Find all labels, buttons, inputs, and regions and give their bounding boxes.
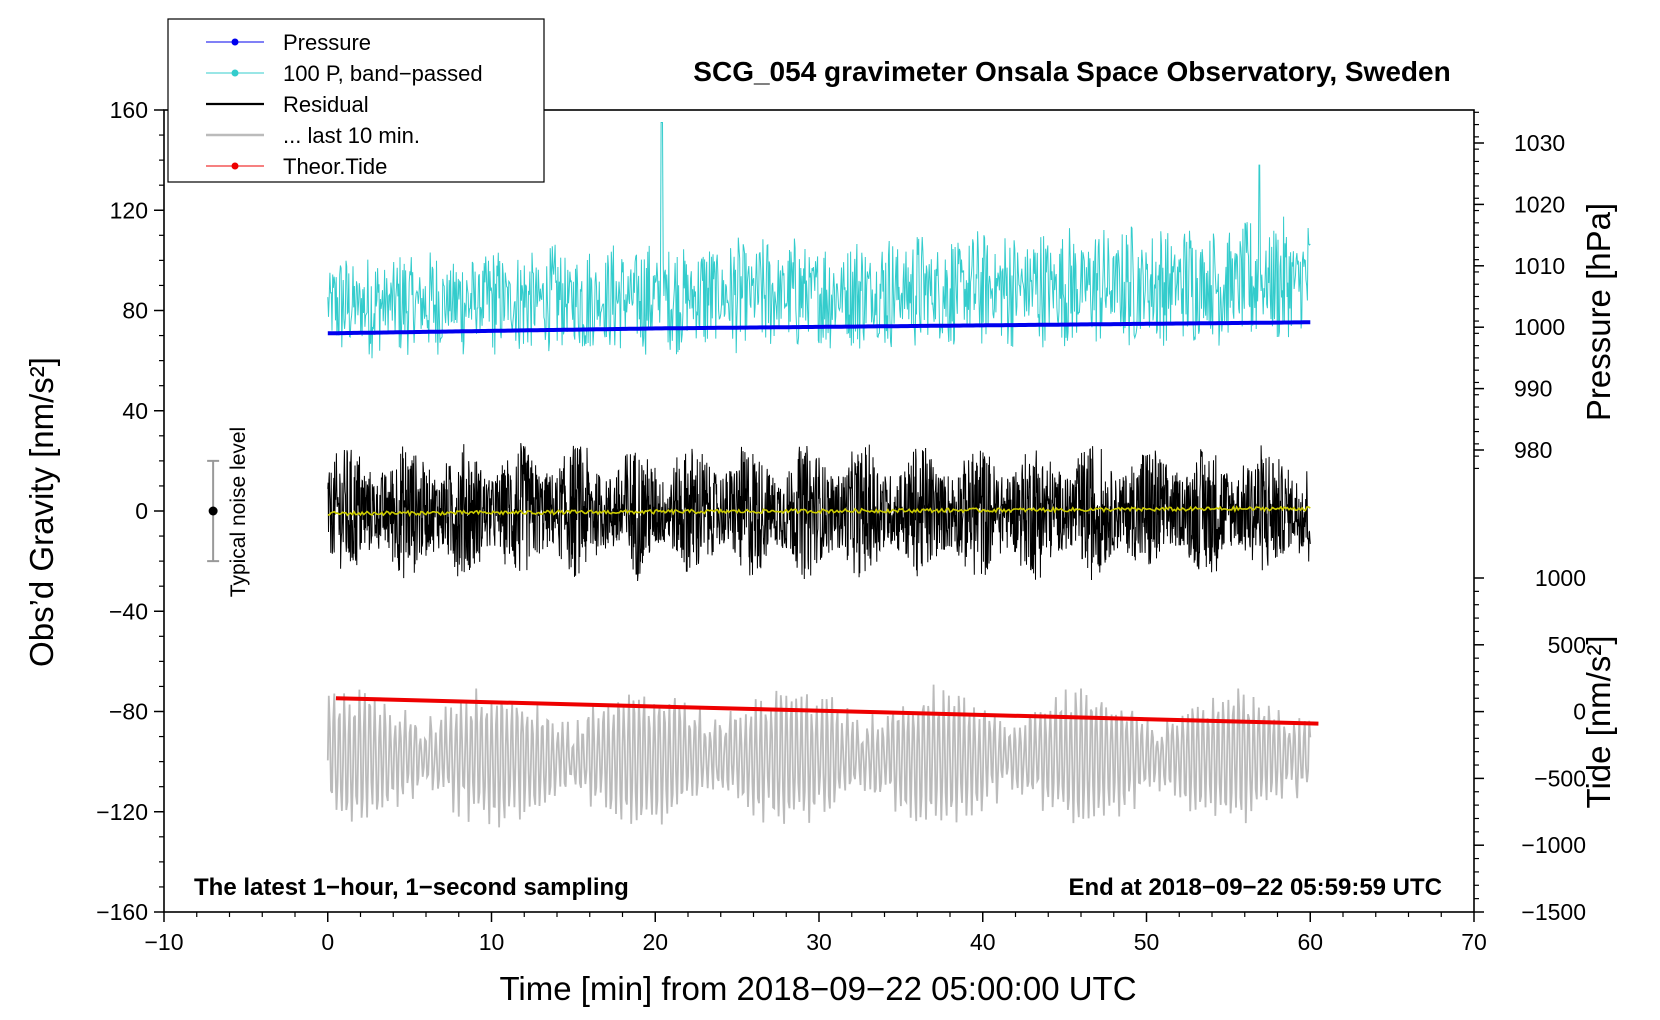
- pressure-axis-ticks: 1030 1020 1010 1000 990 980: [1474, 111, 1565, 470]
- y-tick-label: −80: [109, 699, 148, 725]
- last-10-min-series: [326, 684, 1312, 828]
- y-tick-label: 120: [110, 197, 148, 223]
- x-tick-label: 60: [1297, 929, 1323, 955]
- annotation-bottom-right: End at 2018−09−22 05:59:59 UTC: [1068, 874, 1442, 901]
- x-tick-label: 50: [1134, 929, 1160, 955]
- residual-line: [327, 443, 1311, 582]
- legend-marker: [231, 162, 239, 170]
- theor-tide-line: [335, 696, 1319, 726]
- legend-label: 100 P, band−passed: [283, 61, 483, 86]
- pressure-tick-label: 990: [1514, 376, 1552, 402]
- x-tick-label: 20: [642, 929, 668, 955]
- y-tick-label: −120: [96, 799, 148, 825]
- x-tick-label: 10: [479, 929, 505, 955]
- tide-tick-label: 0: [1573, 699, 1586, 725]
- pressure-tick-label: 1010: [1514, 253, 1565, 279]
- pressure-tick-label: 1000: [1514, 314, 1565, 340]
- legend-marker: [231, 69, 239, 77]
- x-tick-label: 30: [806, 929, 832, 955]
- tide-axis-ticks: 1000 500 0 −500 −1000 −1500: [1474, 565, 1586, 925]
- last-10-min-line: [326, 684, 1312, 828]
- pressure-tick-label: 980: [1514, 437, 1552, 463]
- x-axis-ticks: −10 0 10 20 30 40 50 60 70: [144, 912, 1487, 955]
- pressure-axis-label: Pressure [hPa]: [1580, 203, 1617, 421]
- legend-label: Pressure: [283, 30, 371, 55]
- bandpassed-pressure-line: [327, 122, 1311, 359]
- y-tick-label: −40: [109, 598, 148, 624]
- y-tick-label: 160: [110, 97, 148, 123]
- residual-series: [327, 443, 1311, 582]
- bandpassed-pressure-series: [327, 122, 1311, 359]
- x-axis-label: Time [min] from 2018−09−22 05:00:00 UTC: [499, 970, 1136, 1007]
- y-tick-label: 40: [122, 398, 148, 424]
- tide-tick-label: −1000: [1521, 832, 1586, 858]
- theor-tide-series: [335, 696, 1319, 726]
- y-tick-label: 0: [135, 498, 148, 524]
- residual-smoothed-series: [327, 505, 1311, 518]
- tide-axis-label: Tide [nm/s²]: [1580, 636, 1617, 809]
- tide-tick-label: 500: [1548, 632, 1586, 658]
- legend-label: Theor.Tide: [283, 154, 387, 179]
- annotation-bottom-left: The latest 1−hour, 1−second sampling: [194, 874, 629, 901]
- pressure-series: [327, 320, 1311, 336]
- chart-title: SCG_054 gravimeter Onsala Space Observat…: [693, 56, 1450, 87]
- y-axis-label-left: Obs’d Gravity [nm/s²]: [23, 357, 60, 667]
- y-tick-label: 80: [122, 298, 148, 324]
- legend-marker: [231, 38, 239, 46]
- noise-level-label: Typical noise level: [227, 427, 250, 597]
- y-tick-label: −160: [96, 899, 148, 925]
- legend-label: ... last 10 min.: [283, 123, 420, 148]
- x-tick-label: 0: [321, 929, 334, 955]
- legend-box: [167, 18, 545, 183]
- noise-level-bar: [207, 459, 220, 563]
- tide-tick-label: 1000: [1535, 565, 1586, 591]
- x-tick-label: −10: [144, 929, 183, 955]
- legend-label: Residual: [283, 92, 369, 117]
- pressure-line: [327, 320, 1311, 336]
- tide-tick-label: −1500: [1521, 899, 1586, 925]
- pressure-tick-label: 1020: [1514, 191, 1565, 217]
- legend: Pressure 100 P, band−passed Residual ... la…: [206, 30, 483, 179]
- tide-tick-label: −500: [1534, 765, 1586, 791]
- pressure-tick-label: 1030: [1514, 130, 1565, 156]
- y-axis-ticks: 160 120 80 40 0 −40 −80 −120 −160: [96, 97, 164, 925]
- x-tick-label: 70: [1461, 929, 1487, 955]
- residual-smoothed-line: [327, 505, 1311, 518]
- x-tick-label: 40: [970, 929, 996, 955]
- noise-bar-dot: [208, 506, 218, 516]
